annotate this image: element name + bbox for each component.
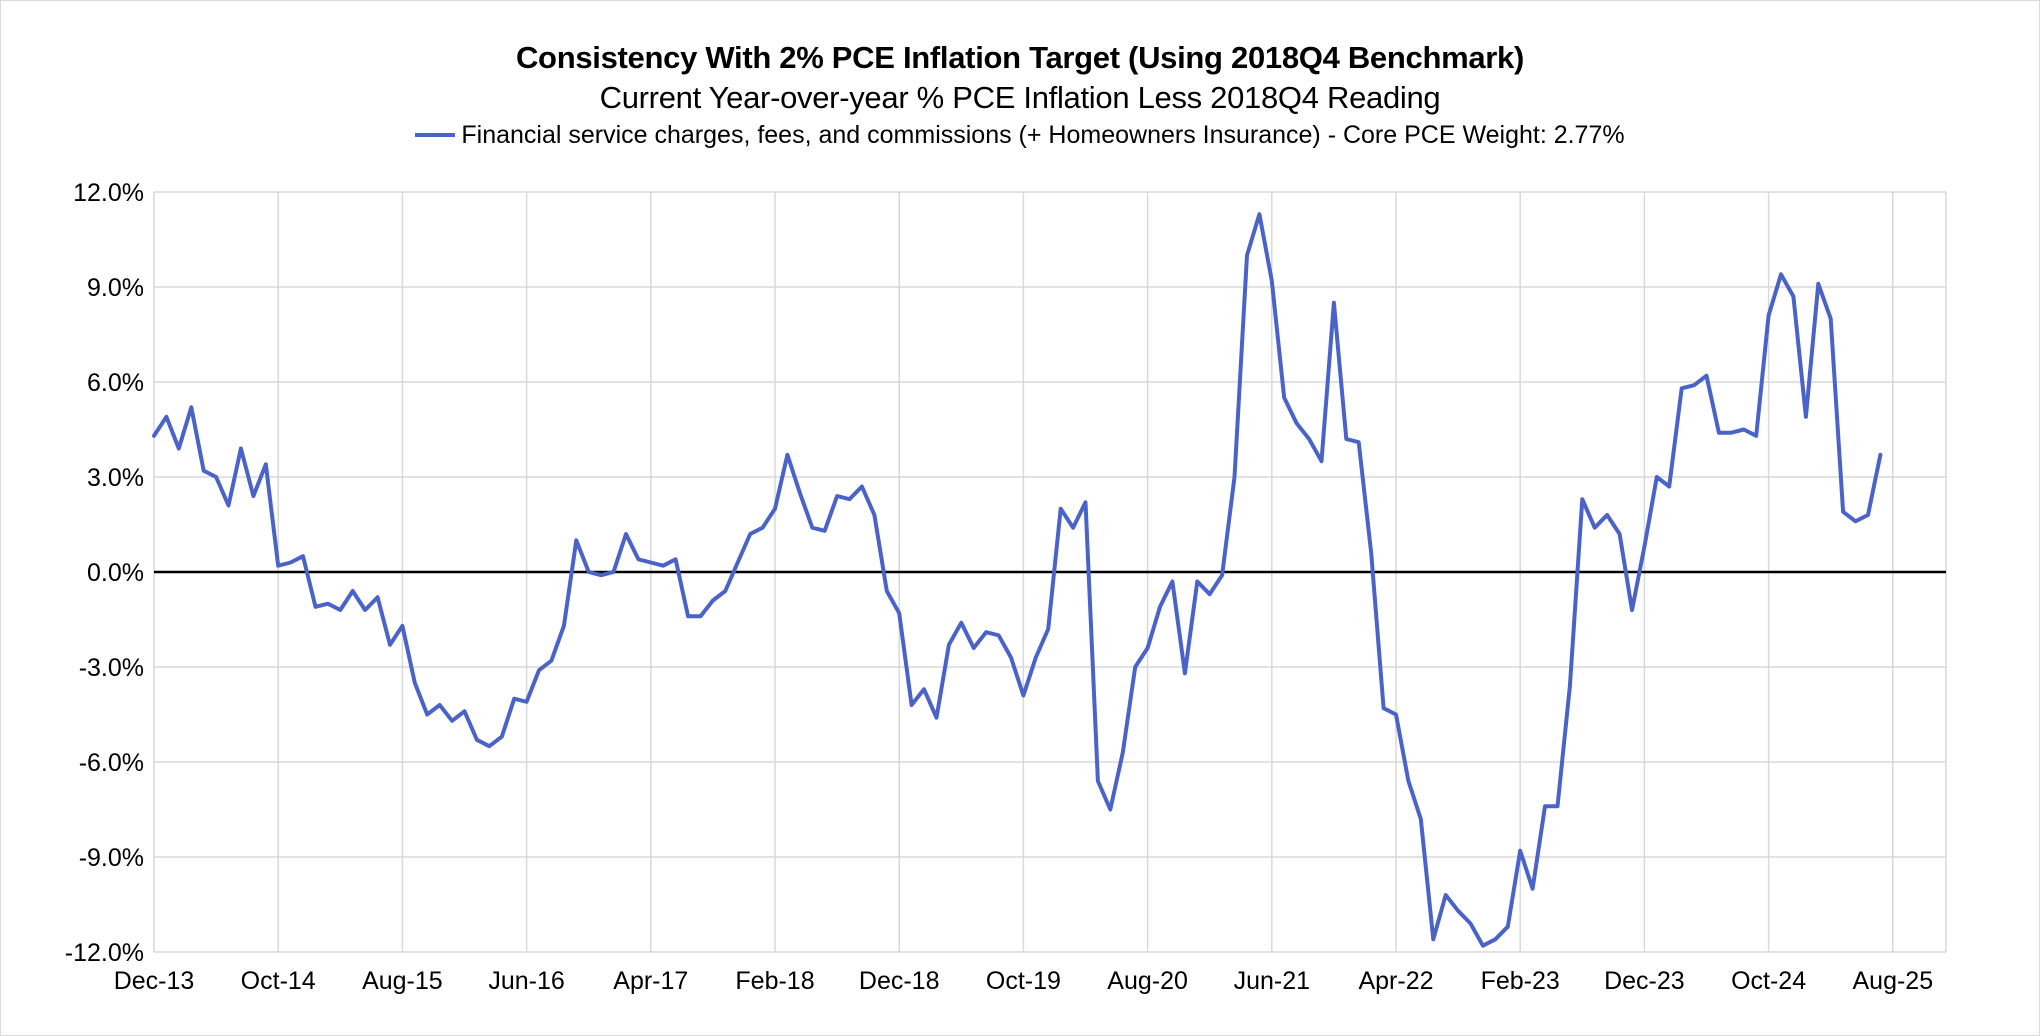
y-tick-label: 3.0% [87,464,144,492]
gridlines [153,191,1947,953]
y-tick-label: -6.0% [79,749,144,777]
x-tick-label: Aug-25 [1852,967,1933,995]
x-tick-label: Oct-19 [986,967,1061,995]
legend-label: Financial service charges, fees, and com… [461,121,1625,149]
y-tick-label: -12.0% [65,939,144,967]
y-tick-label: 9.0% [87,274,144,302]
y-tick-label: 0.0% [87,559,144,587]
legend-entry: Financial service charges, fees, and com… [415,118,1625,152]
x-tick-label: Dec-18 [859,967,940,995]
chart-title: Consistency With 2% PCE Inflation Target… [515,40,1525,75]
y-axis-tick-labels: 12.0% 9.0% 6.0% 3.0% 0.0% -3.0% -6.0% -9.0% -12.… [65,179,144,967]
x-tick-label: Jun-21 [1234,967,1310,995]
x-tick-label: Aug-20 [1107,967,1188,995]
series [152,212,1883,948]
x-tick-label: Apr-22 [1358,967,1433,995]
x-tick-label: Feb-23 [1481,967,1560,995]
y-tick-label: -9.0% [79,844,144,872]
x-tick-label: Feb-18 [735,967,814,995]
x-tick-label: Jun-16 [488,967,564,995]
chart-header: Consistency With 2% PCE Inflation Target… [0,38,2040,152]
x-tick-label: Aug-15 [362,967,443,995]
x-tick-label: Dec-13 [114,967,195,995]
x-tick-label: Oct-14 [241,967,316,995]
y-tick-label: -3.0% [79,654,144,682]
y-tick-label: 6.0% [87,369,144,397]
y-tick-label: 12.0% [73,179,144,207]
series-line [152,212,1883,948]
x-tick-label: Apr-17 [613,967,688,995]
legend-line-swatch [415,133,456,137]
x-tick-label: Oct-24 [1731,967,1806,995]
x-axis-tick-labels: Dec-13 Oct-14 Aug-15 Jun-16 Apr-17 Feb-18 Dec-… [114,967,1933,995]
legend: Financial service charges, fees, and com… [0,118,2040,152]
chart-subtitle: Current Year-over-year % PCE Inflation L… [599,80,1441,115]
x-tick-label: Dec-23 [1604,967,1685,995]
